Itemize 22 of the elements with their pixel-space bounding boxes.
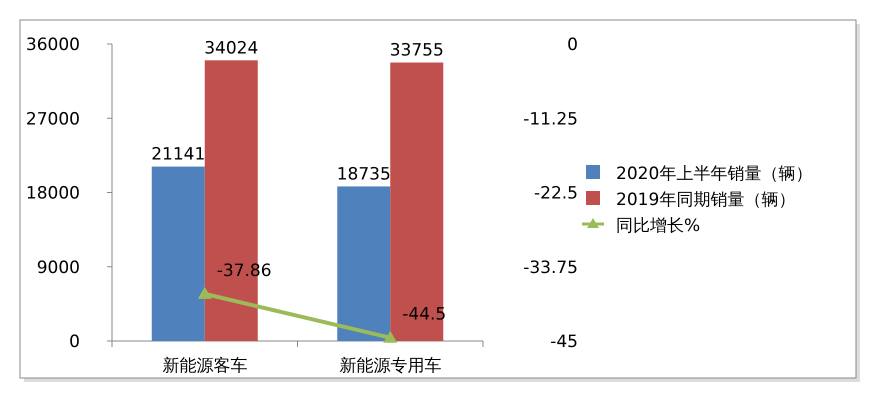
legend-label: 2020年上半年销量（辆） [616, 164, 812, 184]
data-label: 34024 [204, 38, 258, 58]
y-tick-label: 36000 [26, 35, 80, 55]
y2-tick-label: -22.5 [534, 184, 578, 204]
y-tick-label: 9000 [36, 258, 80, 278]
bar [152, 166, 205, 341]
legend-label: 2019年同期销量（辆） [616, 190, 796, 210]
legend-label: 同比增长% [616, 216, 700, 236]
y2-tick-label: -45 [550, 332, 578, 352]
data-label: 33755 [390, 40, 444, 61]
y-tick-label: 0 [69, 332, 80, 352]
y2-tick-label: 0 [567, 35, 578, 55]
bar [390, 62, 444, 341]
y2-tick-label: -33.75 [523, 258, 578, 278]
x-tick-label: 新能源客车 [162, 356, 248, 376]
data-label: 21141 [151, 144, 206, 165]
y-tick-label: 27000 [26, 109, 80, 130]
y-tick-label: 18000 [26, 184, 80, 204]
bar [337, 186, 390, 341]
data-label: 18735 [336, 164, 391, 184]
x-tick-label: 新能源专用车 [339, 356, 442, 376]
y2-tick-label: -11.25 [523, 109, 578, 130]
